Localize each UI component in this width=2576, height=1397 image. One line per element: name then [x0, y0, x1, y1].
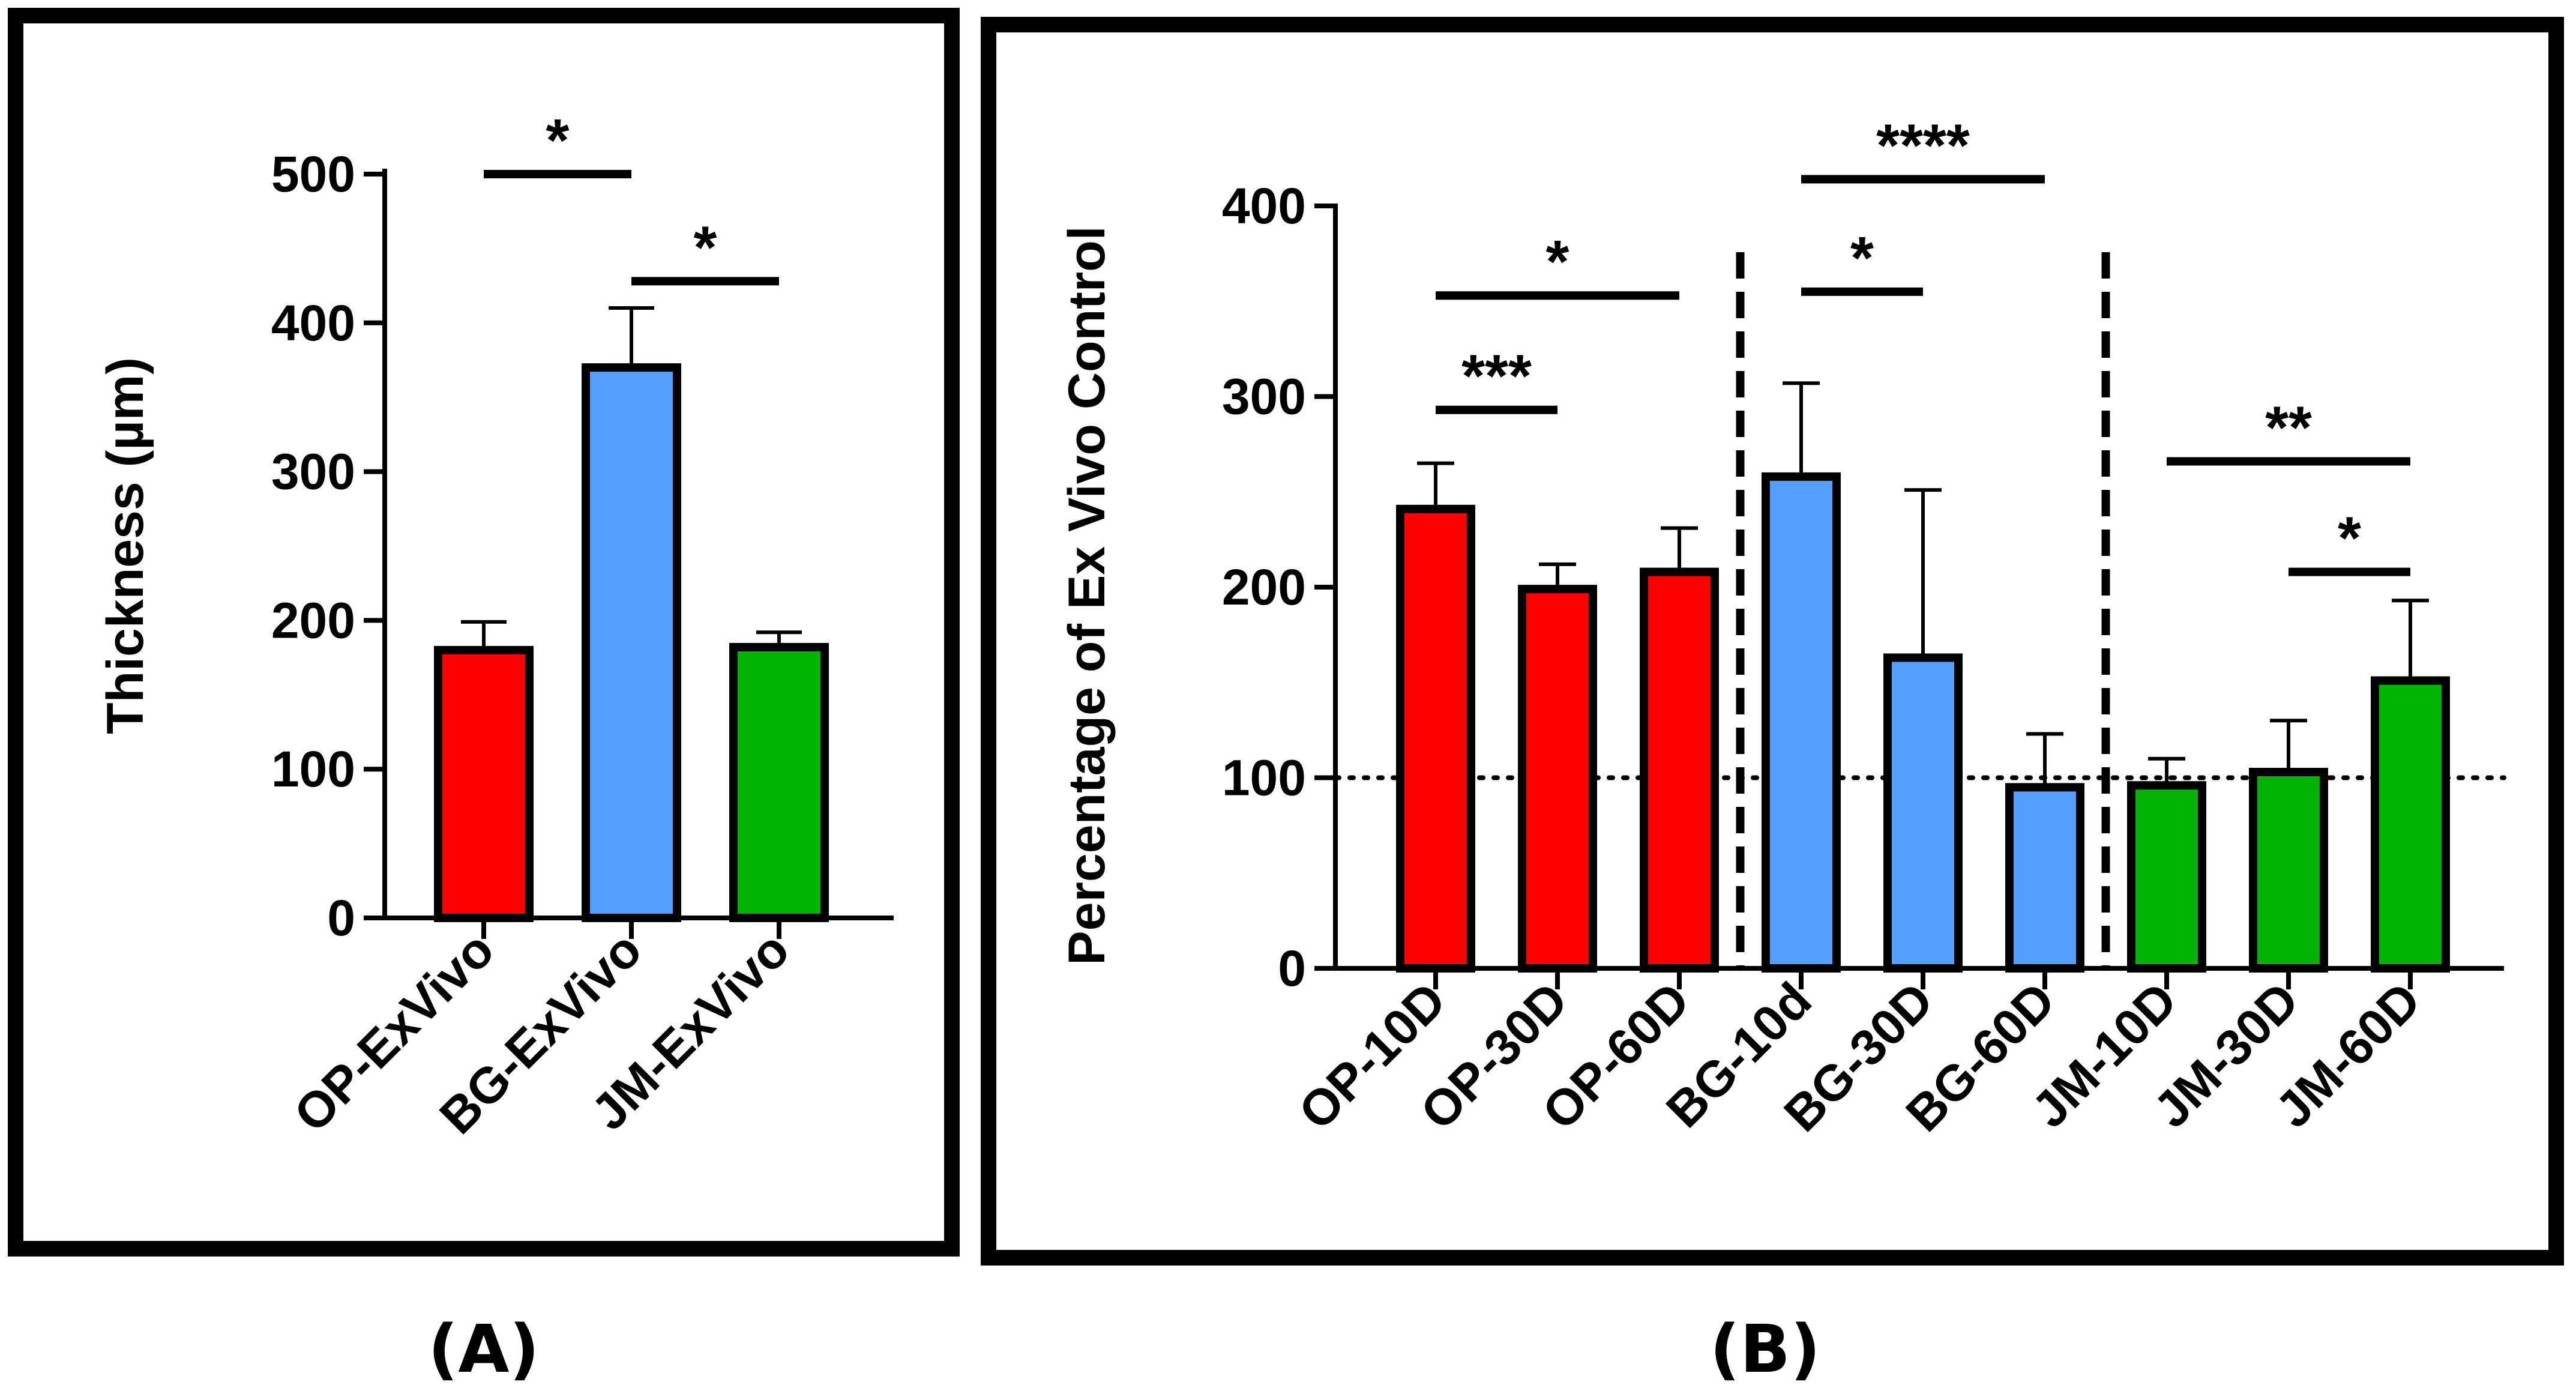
b-y-tick-label: 300 — [1222, 369, 1306, 425]
panel-b-label: (B) — [1710, 1311, 1820, 1387]
a-significance-label: * — [546, 107, 570, 174]
a-bar-jm-exvivo — [729, 643, 829, 923]
panel-a-y-ticks: 0 100 200 300 400 500 — [271, 146, 385, 946]
b-significance-label: *** — [1461, 343, 1532, 410]
b-bar-op-60d — [1640, 567, 1719, 973]
a-y-tick-label: 0 — [327, 890, 355, 946]
panel-a-error-bars — [461, 306, 802, 650]
panel-a-significance: ** — [484, 107, 779, 286]
b-significance-label: * — [2338, 505, 2361, 572]
panel-a-y-axis-title: Thickness (µm) — [97, 357, 154, 734]
a-y-tick-label: 100 — [271, 741, 355, 797]
b-bar-op-30d — [1518, 585, 1597, 973]
a-bar-op-exvivo — [434, 645, 534, 922]
b-bar-bg-60d — [2005, 783, 2084, 973]
a-y-tick-label: 400 — [271, 295, 355, 351]
b-bar-jm-60d — [2371, 676, 2450, 973]
panel-b: Percentage of Ex Vivo Control 0 100 200 300… — [981, 17, 2564, 1266]
panel-b-y-axis-title: Percentage of Ex Vivo Control — [1058, 226, 1116, 965]
b-significance-label: * — [1546, 228, 1569, 295]
panel-a: Thickness (µm) 0 100 200 300 400 500 OP-ExViv… — [8, 8, 960, 1257]
b-bar-op-10d — [1396, 504, 1475, 973]
b-significance-label: ** — [2265, 394, 2312, 461]
a-y-tick-label: 200 — [271, 592, 355, 648]
panel-b-bars — [1396, 472, 2450, 973]
b-bar-jm-30d — [2249, 767, 2328, 973]
b-y-tick-label: 0 — [1278, 940, 1306, 997]
b-significance-label: * — [1850, 225, 1874, 292]
a-y-tick-label: 500 — [271, 146, 355, 202]
b-bar-bg-10d — [1762, 472, 1841, 973]
b-significance-label: **** — [1876, 112, 1970, 180]
panel-b-x-ticks: OP-10DOP-30DOP-60DBG-10dBG-30DBG-60DJM-1… — [1288, 968, 2431, 1142]
a-bar-bg-exvivo — [582, 363, 681, 922]
b-y-tick-label: 100 — [1222, 750, 1306, 806]
panel-b-significance: **** ******** — [1436, 112, 2410, 576]
panel-a-bars — [434, 363, 829, 923]
b-bar-bg-30d — [1883, 653, 1963, 973]
panel-b-frame — [981, 17, 2564, 1266]
panel-b-group-separators — [1736, 252, 2110, 968]
panel-a-frame — [8, 8, 960, 1257]
panel-b-error-bars — [1417, 381, 2429, 788]
b-y-tick-label: 200 — [1222, 559, 1306, 615]
panel-b-y-ticks: 0 100 200 300 400 — [1222, 178, 1335, 997]
panel-a-label: (A) — [428, 1311, 540, 1387]
b-bar-jm-10d — [2127, 781, 2206, 973]
a-y-tick-label: 300 — [271, 444, 355, 500]
b-y-tick-label: 400 — [1222, 178, 1306, 234]
a-significance-label: * — [694, 214, 717, 281]
